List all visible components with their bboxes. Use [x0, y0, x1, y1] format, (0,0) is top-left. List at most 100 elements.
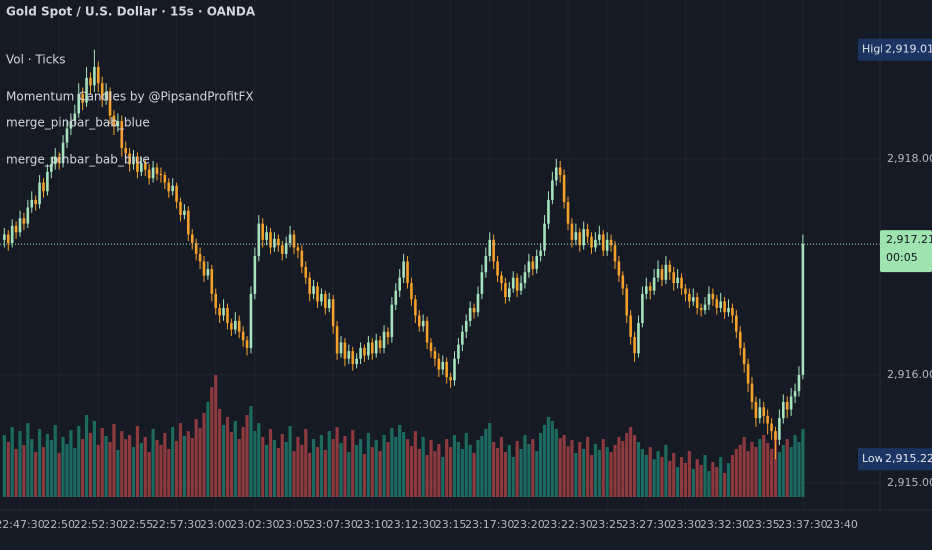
candle-body: [355, 358, 358, 365]
volume-bar: [734, 449, 738, 497]
candle-body: [402, 261, 405, 278]
candle-body: [179, 202, 182, 216]
candle-body: [672, 272, 676, 284]
candle-body: [594, 239, 597, 248]
volume-bar: [413, 431, 417, 497]
candle-body: [468, 307, 472, 321]
candle-body: [22, 218, 26, 224]
x-tick-label: 23:30: [670, 518, 702, 531]
volume-bar: [691, 469, 695, 497]
volume-bar: [754, 447, 758, 497]
volume-bar: [585, 437, 590, 497]
low-badge-value-box: [882, 448, 932, 471]
candle-body: [304, 266, 308, 278]
countdown-label: 00:05: [886, 251, 918, 264]
candle-body: [42, 182, 45, 192]
volume-bar: [652, 459, 656, 497]
volume-bar: [135, 426, 140, 497]
candle-body: [175, 185, 178, 203]
candle-body: [53, 156, 57, 165]
volume-bar: [574, 453, 578, 497]
volume-bar: [343, 436, 347, 497]
volume-bar: [131, 447, 136, 497]
volume-bar: [531, 439, 535, 497]
volume-bar: [437, 444, 441, 497]
low-badge-name-box: [858, 448, 884, 471]
chart-title: Gold Spot / U.S. Dollar · 15s · OANDA: [6, 5, 256, 19]
candle-body: [551, 180, 554, 200]
volume-bar: [766, 443, 770, 497]
volume-bar: [147, 452, 151, 497]
volume-bar: [499, 437, 504, 497]
candle-body: [320, 293, 323, 302]
volume-bar: [746, 451, 750, 497]
candle-body: [93, 66, 96, 86]
volume-bar: [613, 445, 617, 497]
high-badge-name: High: [862, 43, 887, 56]
x-tick-label: 23:00: [200, 518, 232, 531]
candle-body: [194, 243, 198, 254]
volume-bar: [445, 439, 449, 497]
candle-body: [641, 293, 644, 324]
volume-bar: [695, 459, 699, 497]
volume-bar: [660, 457, 664, 497]
volume-bar: [351, 430, 355, 497]
candle-body: [601, 234, 605, 251]
x-tick-label: 23:17:30: [465, 518, 514, 531]
volume-bar: [171, 427, 175, 497]
candle-body: [511, 277, 515, 289]
candle-body: [719, 301, 722, 308]
candle-body: [96, 66, 100, 84]
volume-bar: [202, 413, 206, 497]
candle-body: [762, 407, 766, 416]
candle-body: [453, 358, 456, 381]
volume-bar: [777, 452, 781, 497]
candle-body: [104, 91, 108, 100]
candle-body: [645, 286, 648, 294]
volume-bar: [636, 442, 641, 497]
candle-body: [660, 269, 664, 280]
candle-body: [288, 234, 292, 244]
y-tick-label: 2,916.000: [887, 368, 932, 381]
candle-body: [664, 264, 668, 280]
volume-bar: [331, 439, 335, 497]
candle-body: [3, 234, 6, 240]
volume-bar: [452, 435, 457, 497]
volume-bar: [210, 387, 214, 497]
candle-body: [566, 202, 570, 224]
candle-body: [766, 415, 769, 424]
candle-body: [782, 401, 785, 419]
candle-body: [190, 234, 194, 244]
x-tick-label: 23:25: [591, 518, 623, 531]
volume-bar: [300, 445, 304, 497]
volume-bar: [221, 425, 226, 497]
volume-bar: [468, 445, 472, 497]
volume-bar: [664, 445, 668, 497]
candle-body: [367, 342, 370, 356]
candle-body: [18, 218, 22, 233]
candle-body: [120, 121, 124, 149]
volume-bar: [527, 444, 531, 497]
candle-body: [187, 210, 190, 235]
volume-bar: [327, 431, 331, 497]
volume-bar: [124, 439, 128, 497]
candle-body: [386, 331, 390, 338]
volume-bar: [233, 421, 237, 497]
y-tick-label: 2,915.000: [887, 476, 932, 489]
candle-body: [6, 234, 10, 244]
volume-bar: [593, 444, 598, 497]
candle-body: [226, 307, 229, 324]
volume-bar: [785, 439, 789, 497]
x-tick-label: 23:35: [748, 518, 780, 531]
candle-body: [464, 320, 468, 332]
candle-body: [633, 337, 636, 354]
candle-body: [30, 199, 34, 208]
candle-body: [457, 344, 460, 359]
candle-body: [26, 207, 30, 224]
volume-bar: [108, 442, 112, 497]
volume-bar: [272, 440, 277, 497]
volume-bar: [49, 440, 53, 497]
volume-bar: [37, 429, 42, 497]
volume-bar: [229, 432, 233, 497]
volume-bar: [562, 435, 566, 497]
